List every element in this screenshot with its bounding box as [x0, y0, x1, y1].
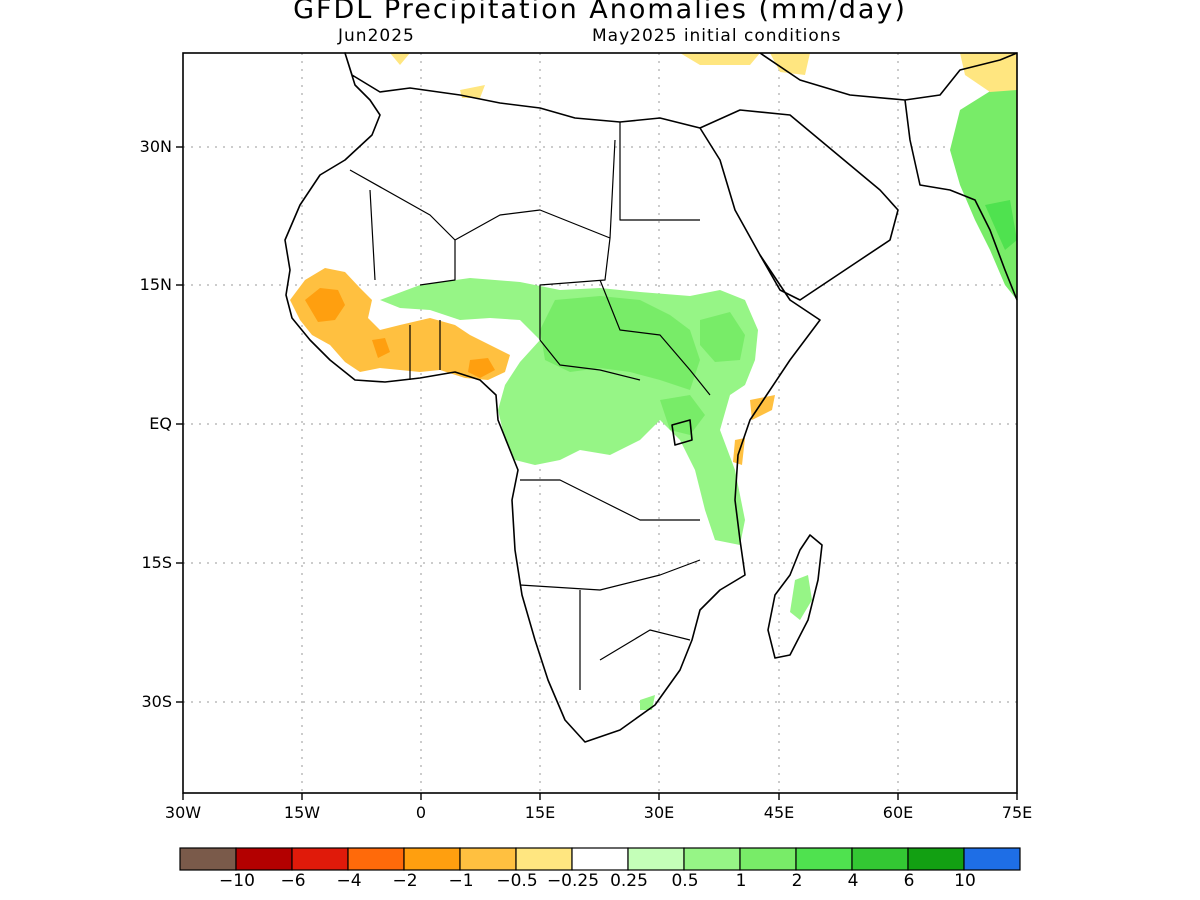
colorbar-swatch [627, 847, 685, 871]
colorbar-swatch [291, 847, 349, 871]
x-tick-label: 45E [763, 803, 795, 822]
y-tick-label: 15N [139, 275, 172, 294]
west-africa-dry-core [305, 288, 495, 378]
colorbar-label: −6 [280, 871, 306, 891]
colorbar-swatch [459, 847, 517, 871]
plot-frame [182, 52, 1018, 794]
south-africa-wet [640, 695, 655, 710]
central-wet-core [540, 296, 745, 435]
colorbar-swatch [739, 847, 797, 871]
colorbar-label: 6 [903, 871, 915, 891]
y-tick-label: 30S [141, 692, 172, 711]
colorbar-swatch [571, 847, 629, 871]
colorbar-label: 0.5 [671, 871, 699, 891]
y-tick-label: EQ [149, 414, 172, 433]
east-africa-dry [733, 395, 775, 465]
asia-coast [759, 52, 1018, 301]
colorbar-swatch [683, 847, 741, 871]
forecast-month: Jun2025 [338, 26, 415, 46]
colorbar-swatch [235, 847, 293, 871]
x-tick-label: 60E [882, 803, 914, 822]
colorbar-label: −10 [219, 871, 255, 891]
lake-victoria [671, 419, 693, 446]
colorbar-swatch [515, 847, 573, 871]
x-tick-label: 30W [164, 803, 202, 822]
country-borders [349, 122, 711, 690]
colorbar-swatch [851, 847, 909, 871]
colorbar-label: 2 [791, 871, 803, 891]
colorbar-swatch [403, 847, 461, 871]
colorbar-label: −4 [336, 871, 362, 891]
colorbar-label: 4 [847, 871, 859, 891]
precipitation-anomaly-shading [290, 53, 1017, 710]
colorbar-label: −2 [392, 871, 418, 891]
map-title: GFDL Precipitation Anomalies (mm/day) [293, 0, 907, 25]
x-tick-label: 15W [283, 803, 321, 822]
colorbar-label: 1 [735, 871, 747, 891]
colorbar-swatch [795, 847, 853, 871]
madagascar-outline [767, 534, 823, 659]
x-tick-label: 75E [1001, 803, 1033, 822]
colorbar-swatch [907, 847, 965, 871]
west-africa-dry-region [290, 268, 510, 380]
initial-conditions: May2025 initial conditions [592, 26, 842, 46]
colorbar-label: −0.5 [496, 871, 538, 891]
colorbar-swatch [179, 847, 237, 871]
x-tick-label: 15E [524, 803, 556, 822]
colorbar-label: 0.25 [610, 871, 648, 891]
colorbar [179, 847, 1021, 871]
madagascar-wet [790, 575, 812, 620]
x-tick-label: 30E [643, 803, 675, 822]
colorbar-swatch [963, 847, 1021, 871]
north-dry-patches [390, 53, 1017, 98]
arabian-peninsula [699, 109, 899, 301]
tick-marks [176, 146, 1018, 800]
y-tick-label: 15S [141, 553, 172, 572]
coastlines-and-borders [284, 52, 1018, 743]
y-tick-label: 30N [139, 137, 172, 156]
gridlines [183, 53, 1017, 793]
south-asia-wet-core [985, 200, 1017, 250]
x-tick-label: 0 [415, 803, 427, 822]
south-asia-wet [950, 80, 1017, 300]
africa-coastline [284, 52, 821, 743]
colorbar-label: −1 [448, 871, 474, 891]
colorbar-label: 10 [954, 871, 976, 891]
colorbar-swatch [347, 847, 405, 871]
colorbar-label: −0.25 [546, 871, 600, 891]
